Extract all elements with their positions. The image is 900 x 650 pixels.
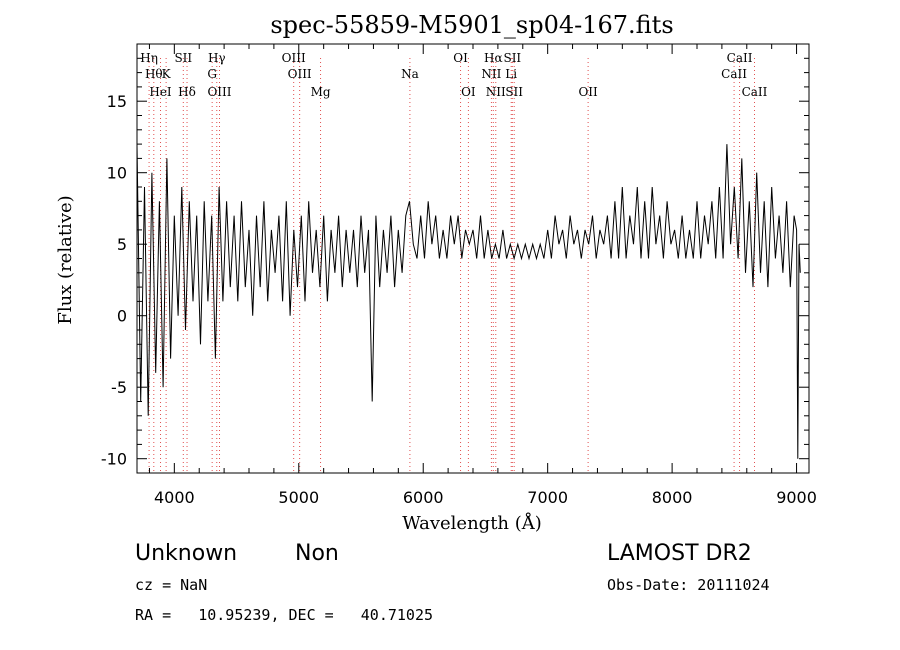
object-subclass: Non [295,541,339,566]
line-label-3-mid: K [162,67,172,81]
chart-title: spec-55859-M5901_sp04-167.fits [270,11,673,39]
coordinates: RA = 10.95239, DEC = 40.71025 [135,606,433,624]
line-label-15-mid: NII [481,67,501,81]
y-tick-label-4: 10 [107,164,127,183]
x-tick-label-3: 7000 [527,488,568,507]
line-label-5-bot: Hδ [178,85,196,99]
x-tick-label-1: 5000 [278,488,319,507]
line-label-22-mid: CaII [721,67,747,81]
x-tick-label-0: 4000 [154,488,195,507]
observation-date: Obs-Date: 20111024 [607,576,770,594]
line-label-17-bot: NII [486,85,506,99]
x-tick-label-2: 6000 [403,488,444,507]
spectral-line-labels: HηHθHeIKSIIHδGHγOIIIOIIIOIIIMgNaOIOINIIH… [140,51,767,99]
y-axis-label: Flux (relative) [55,195,76,324]
line-label-10-mid: OIII [288,67,312,81]
line-label-4-top: SII [174,51,192,65]
line-label-16-top: Hα [484,51,503,65]
line-label-7-top: Hγ [208,51,226,65]
line-label-9-top: OIII [282,51,306,65]
y-tick-label-1: -5 [111,378,127,397]
y-tick-label-0: -10 [101,450,127,469]
survey-name: LAMOST DR2 [607,541,752,566]
y-tick-label-2: 0 [117,307,127,326]
line-label-1-mid: Hθ [145,67,163,81]
x-tick-label-4: 8000 [652,488,693,507]
line-label-20-bot: SII [505,85,523,99]
spectrum-series-line [136,144,801,459]
object-class: Unknown [135,541,237,566]
line-label-12-mid: Na [401,67,419,81]
line-label-18-mid: Li [505,67,517,81]
y-tick-label-5: 15 [107,92,127,111]
x-axis: 4000 5000 6000 7000 8000 9000 [148,44,817,507]
redshift-cz: cz = NaN [135,576,207,594]
line-label-13-top: OI [453,51,468,65]
x-axis-label: Wavelength (Å) [402,512,542,534]
line-label-0-top: Hη [140,51,158,65]
line-label-8-bot: OIII [207,85,231,99]
x-tick-label-5: 9000 [776,488,817,507]
line-label-6-mid: G [207,67,217,81]
line-label-2-bot: HeI [149,85,172,99]
y-axis: -10 -5 0 5 10 15 [101,43,809,474]
line-label-24-bot: CaII [742,85,768,99]
plot-frame [136,43,810,474]
spectral-line-markers [148,58,755,473]
line-label-19-top: SII [503,51,521,65]
line-label-21-bot: OII [578,85,598,99]
line-label-14-bot: OI [461,85,476,99]
y-tick-label-3: 5 [117,235,127,254]
line-label-23-top: CaII [727,51,753,65]
line-label-11-bot: Mg [311,85,331,99]
